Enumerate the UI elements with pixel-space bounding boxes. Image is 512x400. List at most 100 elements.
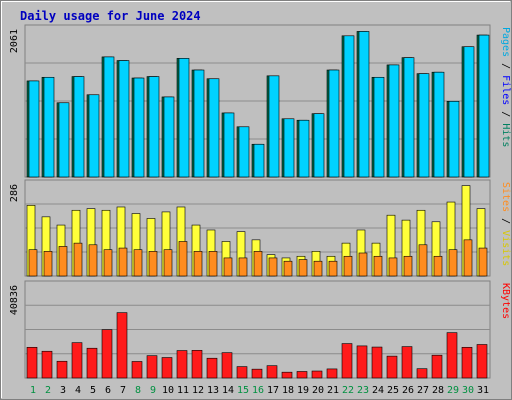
day-label-28: 28 [432, 385, 444, 396]
day-label-13: 13 [207, 385, 219, 396]
bar-files-day-6 [103, 56, 115, 178]
bar-kbytes-day-22 [341, 343, 353, 379]
bar-files-day-20 [313, 113, 325, 178]
bar-kbytes-day-10 [161, 357, 173, 379]
day-label-6: 6 [105, 385, 111, 396]
panel-top: 2061 Pages / Files / Hits [9, 24, 511, 178]
day-label-29: 29 [447, 385, 459, 396]
legend-kbytes: KBytes [500, 283, 511, 319]
bar-sites-day-5 [88, 244, 98, 277]
bar-kbytes-day-12 [191, 350, 203, 379]
panel-bottom: 40836 KBytes [9, 280, 511, 379]
bar-files-day-16 [253, 143, 265, 178]
bar-files-day-3 [58, 102, 70, 178]
day-label-7: 7 [120, 385, 126, 396]
panel-bottom-max-label: 40836 [9, 285, 20, 315]
bar-sites-day-18 [283, 260, 293, 277]
day-label-18: 18 [282, 385, 294, 396]
panel-middle-max-label: 286 [9, 184, 20, 202]
bar-sites-day-16 [253, 251, 263, 277]
bar-sites-day-2 [43, 251, 53, 277]
bar-sites-day-19 [298, 259, 308, 277]
bar-kbytes-day-30 [461, 346, 473, 379]
bar-files-day-8 [133, 77, 145, 178]
bar-kbytes-day-1 [26, 346, 38, 379]
bar-kbytes-day-13 [206, 357, 218, 379]
bar-files-day-15 [238, 126, 250, 178]
bar-files-day-13 [208, 78, 220, 178]
bar-sites-day-4 [73, 242, 83, 277]
bar-kbytes-day-31 [476, 344, 488, 379]
bar-files-day-26 [403, 57, 415, 178]
bar-sites-day-28 [433, 255, 443, 277]
day-label-2: 2 [45, 385, 51, 396]
legend-separator: / [500, 212, 511, 230]
bar-files-day-14 [223, 112, 235, 178]
bar-sites-day-9 [148, 251, 158, 277]
bar-files-day-31 [478, 34, 490, 178]
bar-kbytes-day-2 [41, 350, 53, 379]
bar-files-day-5 [88, 94, 100, 178]
legend-pages: Pages [500, 27, 511, 57]
day-label-12: 12 [192, 385, 204, 396]
bar-sites-day-12 [193, 251, 203, 277]
legend-separator: / [500, 57, 511, 75]
day-label-15: 15 [237, 385, 249, 396]
bar-kbytes-day-25 [386, 355, 398, 379]
bar-sites-day-14 [223, 257, 233, 277]
bar-files-day-11 [178, 58, 190, 178]
bar-files-day-19 [298, 119, 310, 178]
bar-kbytes-day-18 [281, 371, 293, 379]
bar-files-day-21 [328, 69, 340, 178]
bar-sites-day-23 [358, 252, 368, 277]
bar-files-day-23 [358, 31, 370, 178]
bar-kbytes-day-16 [251, 368, 263, 379]
day-label-1: 1 [30, 385, 36, 396]
bar-files-day-17 [268, 75, 280, 178]
bar-kbytes-day-4 [71, 342, 83, 379]
bar-kbytes-day-26 [401, 346, 413, 379]
day-label-9: 9 [150, 385, 156, 396]
day-label-26: 26 [402, 385, 414, 396]
bar-sites-day-7 [118, 247, 128, 277]
bar-kbytes-day-11 [176, 350, 188, 379]
bar-files-day-29 [448, 101, 460, 178]
bar-sites-day-15 [238, 257, 248, 277]
bar-files-day-4 [73, 76, 85, 178]
bar-sites-day-25 [388, 257, 398, 277]
bar-files-day-30 [463, 46, 475, 178]
legend-files: Files [500, 75, 511, 105]
bar-kbytes-day-9 [146, 355, 158, 379]
bar-kbytes-day-28 [431, 354, 443, 379]
day-label-31: 31 [477, 385, 489, 396]
day-label-19: 19 [297, 385, 309, 396]
legend-separator: / [500, 105, 511, 123]
chart-panels: 2061 Pages / Files / Hits 286 Sites / Visit… [9, 24, 511, 379]
bar-sites-day-17 [268, 257, 278, 277]
panel-bottom-legend: KBytes [500, 283, 511, 319]
bar-kbytes-day-24 [371, 346, 383, 379]
bar-sites-day-20 [313, 260, 323, 277]
bar-kbytes-day-27 [416, 368, 428, 379]
bar-sites-day-22 [343, 255, 353, 277]
bar-kbytes-day-14 [221, 352, 233, 379]
bar-kbytes-day-5 [86, 347, 98, 379]
bar-sites-day-10 [163, 249, 173, 277]
legend-visits: Visits [500, 230, 511, 266]
day-label-22: 22 [342, 385, 354, 396]
day-label-5: 5 [90, 385, 96, 396]
day-label-10: 10 [162, 385, 174, 396]
bar-files-day-7 [118, 60, 130, 178]
bar-kbytes-day-6 [101, 329, 113, 379]
day-label-11: 11 [177, 385, 189, 396]
bar-files-day-22 [343, 35, 355, 178]
day-label-25: 25 [387, 385, 399, 396]
bar-kbytes-day-7 [116, 312, 128, 379]
chart-title: Daily usage for June 2024 [20, 9, 201, 23]
day-label-17: 17 [267, 385, 279, 396]
bar-kbytes-day-3 [56, 360, 68, 379]
bar-kbytes-day-19 [296, 371, 308, 379]
bar-files-day-12 [193, 69, 205, 178]
bar-kbytes-day-21 [326, 368, 338, 379]
